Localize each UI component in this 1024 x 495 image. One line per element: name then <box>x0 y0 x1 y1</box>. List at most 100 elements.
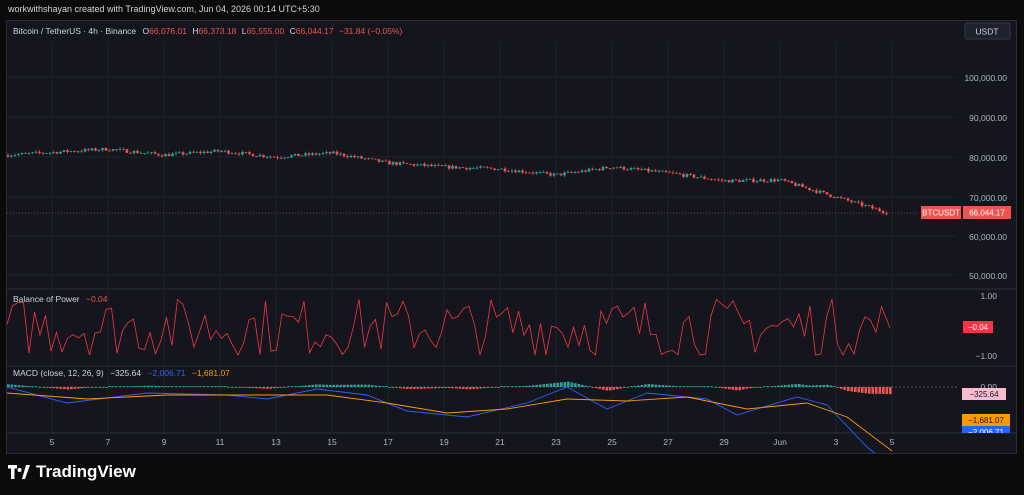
candle-body <box>587 168 591 172</box>
candle-body <box>62 150 66 152</box>
macd-hist-bar <box>514 386 518 387</box>
candle-body <box>188 151 192 154</box>
macd-hist-bar <box>672 385 675 387</box>
candle-body <box>220 151 223 152</box>
legend-line: Bitcoin / TetherUS · 4h · Binance O66,07… <box>13 26 402 36</box>
candle-body <box>297 153 300 157</box>
candle-body <box>717 179 720 181</box>
macd-hist-bar <box>304 385 308 387</box>
macd-hist-bar <box>616 387 619 390</box>
macd-hist-bar <box>31 386 35 387</box>
bop-badge-text: −0.04 <box>968 323 989 332</box>
macd-hist-bar <box>178 386 182 387</box>
candle-body <box>776 179 780 182</box>
macd-hist-bar <box>777 385 780 387</box>
time-axis[interactable]: 5 7 9 11 13 15 17 19 21 23 25 27 29 Jun 3 5 <box>50 437 895 447</box>
macd-hist-bar <box>213 386 217 387</box>
macd-hist-bar <box>108 386 112 387</box>
macd-hist-bar <box>752 387 756 388</box>
candle-body <box>55 152 59 154</box>
candle-body <box>433 164 437 167</box>
candle-body <box>325 152 328 154</box>
time-tick: 15 <box>327 437 337 447</box>
candle-body <box>104 148 108 151</box>
macd-hist-bar <box>224 386 227 387</box>
close-label: C <box>290 26 296 36</box>
macd-hist-bar <box>392 387 395 388</box>
macd-hist-bar <box>822 384 826 387</box>
macd-hist-bar <box>532 385 535 387</box>
candle-body <box>521 170 524 173</box>
price-axis[interactable]: 100,000.00 90,000.00 80,000.00 70,000.00… <box>964 73 1007 281</box>
candle-body <box>304 153 307 156</box>
chart-frame[interactable]: Bitcoin / TetherUS · 4h · Binance O66,07… <box>6 20 1017 468</box>
macd-hist-bar <box>458 387 462 389</box>
high-label: H <box>192 26 198 36</box>
macd-hist-bar <box>49 387 52 388</box>
macd-hist-bar <box>259 387 262 389</box>
macd-hist-bar <box>661 385 665 387</box>
macd-hist-bar <box>591 387 595 388</box>
macd-hist-bar <box>588 386 591 387</box>
currency-button[interactable] <box>964 22 1011 40</box>
tradingview-logo[interactable]: TradingView <box>8 462 136 482</box>
macd-hist-bar <box>80 387 84 389</box>
macd-hist-bar <box>7 384 10 387</box>
macd-hist-bar <box>378 385 381 387</box>
macd-hist-bar <box>745 387 749 389</box>
macd-hist-bar <box>490 387 493 388</box>
macd-hist-bar <box>833 386 836 387</box>
candle-body <box>27 153 31 154</box>
candle-body <box>594 168 598 170</box>
candle-body <box>503 168 507 172</box>
macd-hist-bar <box>773 385 777 387</box>
candle-body <box>514 170 517 173</box>
chart-canvas[interactable]: Bitcoin / TetherUS · 4h · Binance O66,07… <box>6 21 1016 468</box>
signal-line <box>6 392 893 452</box>
time-tick: 17 <box>383 437 393 447</box>
candle-body <box>80 151 83 153</box>
candle-body <box>234 153 237 155</box>
macd-hist-bar <box>420 387 423 389</box>
low-label: L <box>242 26 247 36</box>
macd-hist-bar <box>143 385 147 387</box>
macd-hist-bar <box>742 387 745 390</box>
price-tick: 60,000.00 <box>969 232 1007 242</box>
macd-hist-bar <box>171 386 175 387</box>
macd-hist-bar <box>73 387 77 389</box>
macd-hist-bar <box>115 386 119 387</box>
macd-hist-bar <box>696 386 700 387</box>
macd-hist-bar <box>318 384 322 387</box>
macd-hist-bar <box>521 385 525 387</box>
time-tick: 11 <box>216 437 225 447</box>
macd-hist-bar <box>283 387 287 388</box>
candle-body <box>342 153 346 157</box>
candle-body <box>563 172 566 176</box>
candle-body <box>94 148 97 151</box>
macd-hist-bar <box>679 386 682 387</box>
candle-body <box>41 152 45 154</box>
macd-hist-bar <box>885 387 889 395</box>
macd-hist-bar <box>787 384 791 387</box>
candle-body <box>10 155 13 157</box>
macd-hist-bar <box>619 387 623 389</box>
macd-hist-bar <box>675 386 679 387</box>
macd-hist-bar <box>798 384 801 387</box>
macd-hist-bar <box>703 386 707 387</box>
candle-body <box>738 180 741 182</box>
macd-hist-bar <box>637 385 640 387</box>
macd-hist-bar <box>161 386 164 387</box>
macd-hist-bar <box>455 387 458 389</box>
macd-legend: MACD (close, 12, 26, 9) −325.64 −2,006.7… <box>13 368 230 378</box>
candle-body <box>20 152 24 155</box>
candle-body <box>38 151 41 153</box>
macd-hist-bar <box>147 385 150 387</box>
macd-hist-bar <box>609 387 612 391</box>
macd-hist-bar <box>56 387 59 389</box>
candle-body <box>857 201 860 203</box>
candle-body <box>230 153 234 155</box>
candle-body <box>69 151 73 152</box>
candle-body <box>734 179 738 181</box>
candle-body <box>538 172 542 173</box>
candle-body <box>846 198 850 201</box>
